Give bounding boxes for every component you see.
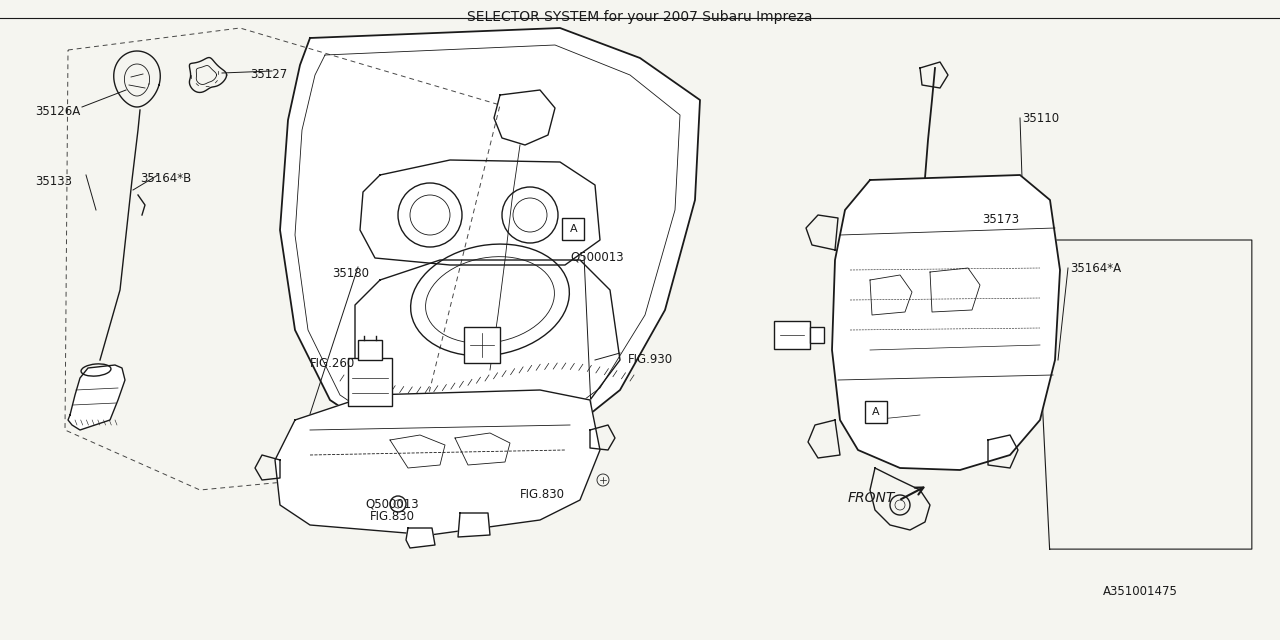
Text: Q500013: Q500013 [365,497,419,510]
FancyBboxPatch shape [864,401,887,423]
Text: 35164*A: 35164*A [1070,262,1121,275]
Text: 35133: 35133 [35,175,72,188]
Polygon shape [832,175,1060,470]
Text: FIG.830: FIG.830 [370,510,415,523]
Polygon shape [280,28,700,450]
Bar [348,358,392,406]
Polygon shape [458,513,490,537]
Text: 35110: 35110 [1021,112,1059,125]
Text: 35173: 35173 [982,213,1019,226]
Text: FRONT: FRONT [847,491,895,505]
Text: A351001475: A351001475 [1103,585,1178,598]
Text: A: A [872,407,879,417]
Text: FIG.830: FIG.830 [520,488,564,501]
Text: 35127: 35127 [250,68,287,81]
Bar [358,340,381,360]
Bar [810,327,824,343]
Text: SELECTOR SYSTEM for your 2007 Subaru Impreza: SELECTOR SYSTEM for your 2007 Subaru Imp… [467,10,813,24]
Text: FIG.260: FIG.260 [310,357,356,370]
Text: Q500013: Q500013 [570,250,623,263]
Text: FIG.930: FIG.930 [628,353,673,366]
Bar [465,327,500,363]
Polygon shape [68,365,125,430]
Polygon shape [406,528,435,548]
FancyBboxPatch shape [562,218,585,240]
Bar [774,321,810,349]
Text: A: A [570,224,577,234]
Polygon shape [275,390,600,535]
Text: 35126A: 35126A [35,105,81,118]
Text: 35180: 35180 [332,267,369,280]
Text: 35164*B: 35164*B [140,172,191,185]
